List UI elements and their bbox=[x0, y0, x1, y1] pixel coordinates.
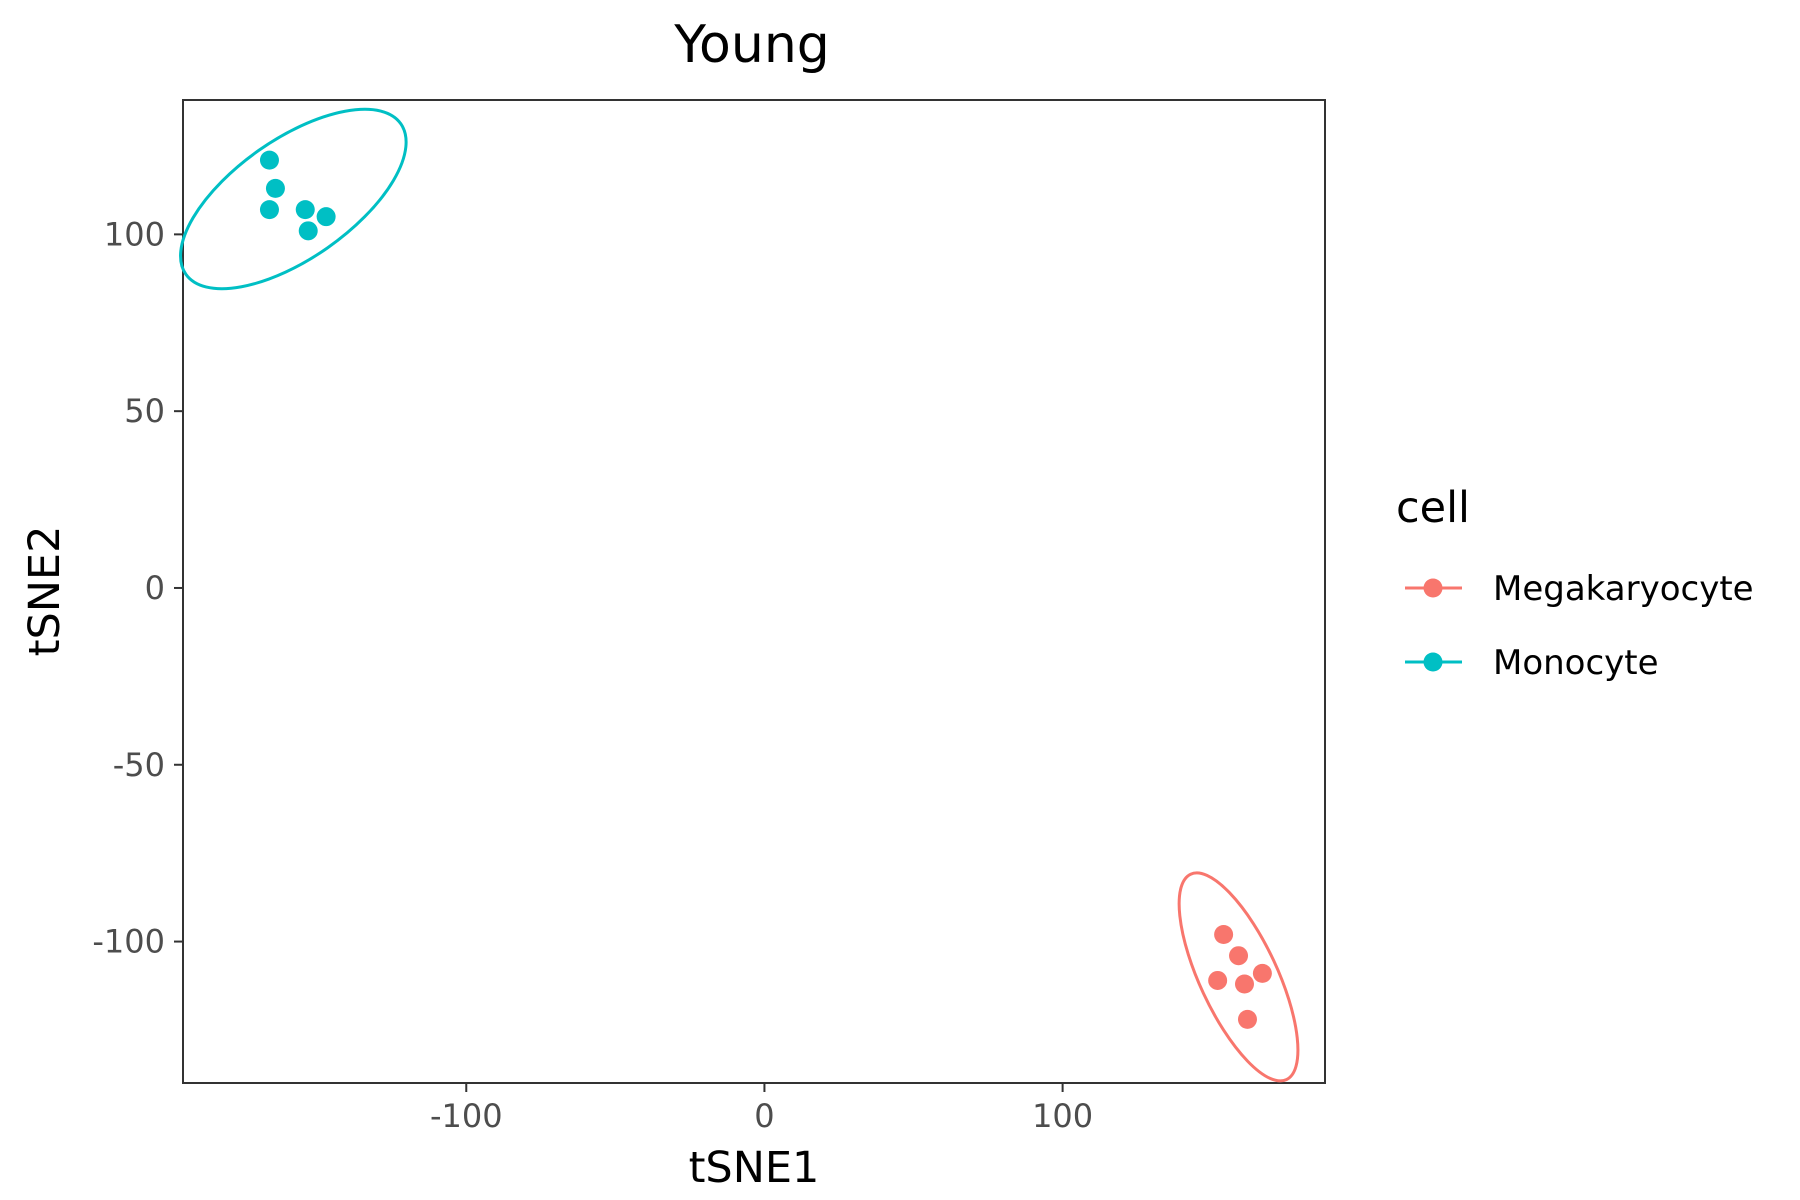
y-tick-label: -100 bbox=[92, 923, 165, 961]
x-axis-title: tSNE1 bbox=[689, 1143, 820, 1193]
legend-title: cell bbox=[1396, 483, 1470, 533]
legend-label-monocyte: Monocyte bbox=[1493, 643, 1659, 683]
monocyte-point bbox=[259, 150, 279, 170]
y-axis-title: tSNE2 bbox=[20, 526, 70, 657]
monocyte-point bbox=[316, 207, 336, 227]
megakaryocyte-point bbox=[1214, 924, 1234, 944]
data-points bbox=[259, 150, 1272, 1029]
megakaryocyte-point bbox=[1229, 946, 1249, 966]
x-tick-label: -100 bbox=[430, 1097, 503, 1135]
monocyte-ellipse bbox=[179, 107, 408, 291]
y-axis-ticks: -100 -50 0 50 100 bbox=[92, 215, 183, 961]
x-axis-ticks: -100 0 100 bbox=[430, 1083, 1093, 1135]
megakaryocyte-point bbox=[1234, 974, 1254, 994]
legend-items: Megakaryocyte Monocyte bbox=[1405, 569, 1754, 683]
legend-label-megakaryocyte: Megakaryocyte bbox=[1493, 569, 1754, 609]
y-tick-label: 50 bbox=[124, 392, 165, 430]
monocyte-point bbox=[295, 200, 315, 220]
megakaryocyte-point bbox=[1208, 970, 1228, 990]
x-tick-label: 100 bbox=[1032, 1097, 1093, 1135]
chart-title: Young bbox=[673, 15, 830, 75]
y-tick-label: -50 bbox=[113, 746, 165, 784]
legend-key-point-megakaryocyte bbox=[1423, 578, 1443, 598]
y-tick-label: 100 bbox=[104, 215, 165, 253]
legend-key-point-monocyte bbox=[1423, 652, 1443, 672]
megakaryocyte-point bbox=[1252, 963, 1272, 983]
cluster-ellipses bbox=[179, 107, 1300, 1083]
monocyte-point bbox=[259, 200, 279, 220]
monocyte-point bbox=[265, 178, 285, 198]
x-tick-label: 0 bbox=[754, 1097, 774, 1135]
megakaryocyte-ellipse bbox=[1177, 871, 1300, 1083]
y-tick-label: 0 bbox=[145, 569, 165, 607]
legend: cell Megakaryocyte Monocyte bbox=[1396, 483, 1754, 683]
monocyte-point bbox=[298, 221, 318, 241]
megakaryocyte-point bbox=[1237, 1009, 1257, 1029]
plot-panel bbox=[182, 99, 1326, 1084]
